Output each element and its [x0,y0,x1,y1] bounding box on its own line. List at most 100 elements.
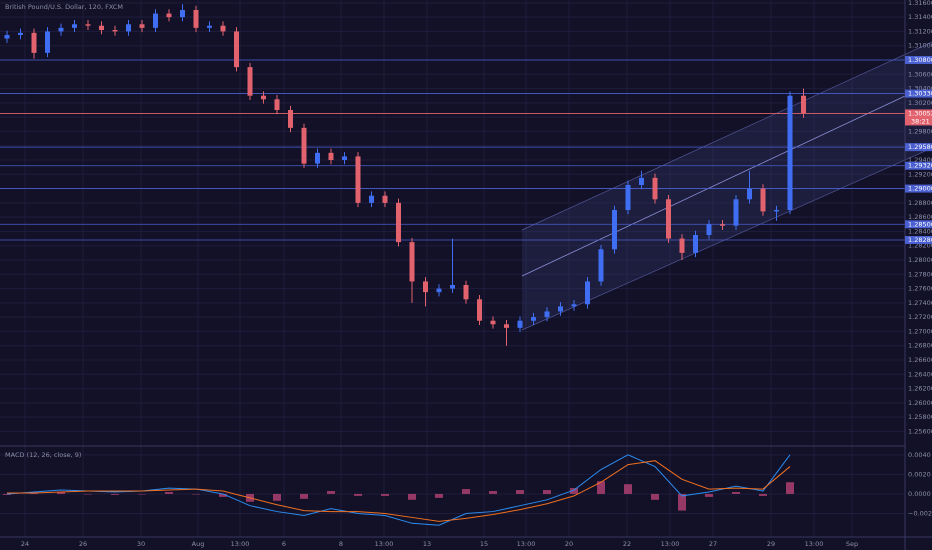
x-tick-label: Sep [846,540,858,548]
candle-body [436,288,442,293]
y-tick-label: 1.28000 [908,256,932,264]
candle-body [153,13,158,28]
candles [4,4,806,346]
y-tick-label: 1.26600 [908,356,932,364]
y-tick-label: 1.31600 [908,0,932,7]
candle-body [234,31,239,68]
candle-body [261,95,266,100]
candle-body [193,10,199,28]
y-tick-label: 1.27400 [908,299,932,307]
macd-histogram-bar [651,493,659,500]
y-tick-label: 1.30600 [908,70,932,78]
macd-histogram-bar [705,493,713,497]
x-tick-label: 13:00 [805,540,824,548]
macd-tick-label: 0.0020 [908,470,931,478]
macd-line [7,460,791,522]
candle-body [679,238,685,253]
macd-histogram-bar [111,493,119,495]
candle-body [639,177,644,185]
y-tick-label: 1.25600 [908,427,932,435]
level-tag [905,236,932,244]
candle-body [288,110,293,128]
candle-body [274,99,280,110]
y-tick-label: 1.27800 [908,270,932,278]
macd-histogram-bar [597,481,605,494]
candle-body [45,31,50,53]
x-tick-label: 22 [623,540,631,548]
macd-tick-label: 0.0000 [908,490,931,498]
y-tick-label: 1.28200 [908,242,932,250]
macd-pane [3,454,794,526]
candle-body [382,195,388,203]
candle-body [544,311,550,318]
macd-tick-label: 0.0040 [908,451,931,459]
level-label: 1.29000 [908,185,932,193]
y-tick-label: 1.25800 [908,413,932,421]
macd-histogram-bar [570,488,578,494]
candle-body [4,35,10,39]
candle-body [477,299,482,321]
macd-histogram-bar [435,493,443,498]
candle-body [801,95,806,114]
grid [0,0,905,537]
y-tick-label: 1.28800 [908,199,932,207]
candle-body [72,24,77,28]
y-tick-label: 1.27000 [908,327,932,335]
macd-histogram-bar [300,493,308,499]
macd-histogram-bar [192,493,200,495]
level-tag [905,56,932,64]
candle-body [558,306,563,312]
y-tick-label: 1.26800 [908,342,932,350]
candle-body [774,210,779,212]
candle-body [328,152,334,160]
candle-body [396,202,401,243]
level-tag [905,161,932,170]
candle-body [625,185,631,210]
x-tick-label: 13:00 [231,540,250,548]
candle-body [58,27,64,32]
candle-body [247,67,253,96]
y-tick-label: 1.28600 [908,213,932,221]
macd-histogram-bar [732,492,740,494]
y-tick-label: 1.26000 [908,399,932,407]
candle-body [220,25,226,32]
x-tick-label: 15 [480,540,488,548]
candle-body [585,281,590,305]
y-tick-label: 1.26400 [908,370,932,378]
macd-histogram-bar [408,493,416,500]
y-tick-label: 1.29800 [908,127,932,135]
level-label: 1.30800 [908,56,932,64]
level-label: 1.28500 [908,220,932,228]
macd-histogram-bar [786,482,794,494]
macd-histogram-bar [3,493,11,495]
candle-body [693,235,698,253]
y-tick-label: 1.29400 [908,156,932,164]
level-tag [905,184,932,193]
candle-body [409,242,415,282]
candle-body [18,32,23,35]
x-tick-label: 13:00 [661,540,680,548]
candle-body [31,32,37,53]
candle-body [504,324,509,328]
level-tag [905,143,932,152]
macd-histogram-bar [678,493,686,511]
last-price-label: 1.30052 [908,109,932,117]
macd-histogram-bar [57,492,65,494]
candle-body [598,249,604,282]
candle-body [112,30,118,32]
candle-body [126,24,131,32]
candle-body [301,127,307,164]
macd-histogram-bar [354,493,362,496]
candle-body [85,24,91,26]
macd-histogram-bar [462,489,470,494]
macd-histogram-bar [273,493,281,501]
x-tick-label: 8 [339,540,343,548]
macd-histogram-bar [759,493,767,496]
candle-body [207,25,212,28]
candle-body [490,320,496,325]
x-tick-label: 27 [709,540,717,548]
candle-body [652,177,658,200]
macd-title: MACD (12, 26, close, 9) [5,451,81,459]
level-tag [905,89,932,98]
